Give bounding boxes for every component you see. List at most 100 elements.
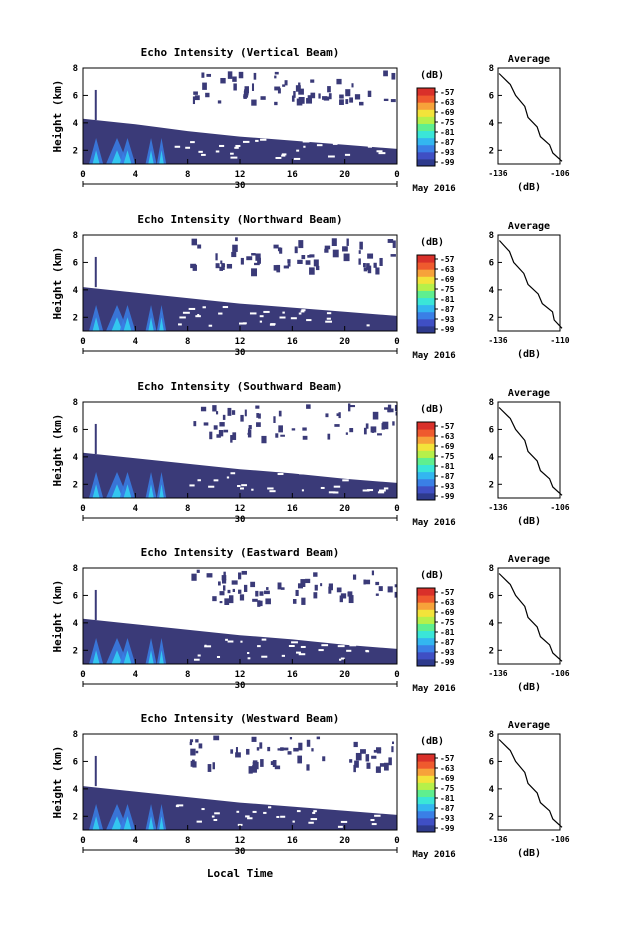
speckle bbox=[274, 101, 278, 106]
gap bbox=[259, 315, 264, 318]
gap bbox=[377, 491, 385, 494]
colorbar-segment bbox=[417, 789, 435, 798]
gap bbox=[201, 808, 205, 811]
x-tick-label: 4 bbox=[133, 504, 139, 514]
speckle bbox=[339, 99, 344, 105]
gap bbox=[374, 814, 381, 817]
colorbar-tick-label: -81 bbox=[440, 462, 455, 471]
speckle bbox=[293, 91, 296, 98]
gap bbox=[242, 140, 250, 143]
colorbar-segment bbox=[417, 262, 435, 270]
x-tick-label: 20 bbox=[339, 504, 350, 514]
speckle bbox=[313, 572, 318, 577]
speckle bbox=[232, 432, 237, 440]
gap bbox=[366, 489, 374, 492]
speckle bbox=[334, 424, 340, 427]
colorbar-tick-label: -99 bbox=[440, 824, 455, 833]
speckle bbox=[235, 237, 238, 242]
gap bbox=[263, 310, 270, 313]
gap bbox=[306, 319, 312, 322]
gap bbox=[344, 153, 351, 156]
x-tick-label: 20 bbox=[339, 170, 350, 180]
avg-title: Average bbox=[508, 720, 550, 731]
colorbar-segment bbox=[417, 137, 435, 146]
speckle bbox=[353, 741, 358, 748]
colorbar-segment bbox=[417, 130, 435, 139]
speckle bbox=[378, 586, 383, 592]
gap bbox=[300, 645, 306, 648]
speckle bbox=[252, 761, 259, 770]
x-tick-label: 0 bbox=[80, 504, 85, 514]
panel-title: Echo Intensity (Westward Beam) bbox=[141, 712, 340, 725]
gap bbox=[277, 473, 284, 476]
gap bbox=[281, 153, 287, 156]
x-tick-label: 4 bbox=[133, 170, 139, 180]
gap bbox=[240, 487, 244, 490]
gap bbox=[240, 640, 243, 643]
avg-y-tick-label: 2 bbox=[489, 146, 494, 156]
speckle bbox=[390, 99, 396, 103]
colorbar-segment bbox=[417, 464, 435, 473]
speckle bbox=[248, 428, 251, 433]
speckle bbox=[278, 410, 282, 417]
speckle bbox=[198, 743, 203, 749]
speckle bbox=[189, 741, 193, 746]
gap bbox=[193, 658, 200, 661]
gap bbox=[328, 491, 336, 494]
x-tick-label: 0 bbox=[80, 836, 85, 846]
speckle bbox=[251, 99, 257, 106]
speckle bbox=[394, 404, 397, 412]
day-label: 30 bbox=[235, 847, 246, 857]
gap bbox=[215, 150, 220, 153]
colorbar-tick-label: -99 bbox=[440, 325, 455, 334]
speckle bbox=[379, 257, 383, 266]
date-label: May 2016 bbox=[412, 518, 455, 528]
speckle bbox=[394, 591, 397, 598]
gap bbox=[290, 317, 297, 320]
speckle bbox=[359, 101, 364, 106]
gap bbox=[296, 149, 300, 152]
speckle bbox=[248, 425, 252, 430]
speckle bbox=[219, 591, 225, 596]
colorbar-segment bbox=[417, 123, 435, 132]
colorbar-tick-label: -93 bbox=[440, 648, 455, 657]
x-tick-label: 20 bbox=[339, 836, 350, 846]
gap bbox=[197, 654, 201, 657]
gap bbox=[370, 819, 375, 822]
heatmap-area bbox=[83, 735, 397, 830]
avg-x-label: (dB) bbox=[517, 516, 541, 527]
avg-x-label: (dB) bbox=[517, 182, 541, 193]
speckle bbox=[209, 431, 213, 440]
speckle bbox=[232, 588, 235, 593]
speckle bbox=[274, 75, 277, 79]
speckle bbox=[366, 762, 371, 769]
gap bbox=[267, 487, 274, 490]
echo-spike bbox=[94, 755, 97, 787]
speckle bbox=[221, 579, 227, 584]
gap bbox=[247, 652, 250, 655]
speckle bbox=[287, 751, 292, 755]
colorbar-tick-label: -75 bbox=[440, 784, 455, 793]
x-tick-label: 0 bbox=[394, 670, 399, 680]
colorbar-segment bbox=[417, 276, 435, 284]
colorbar-segment bbox=[417, 325, 435, 334]
date-label: May 2016 bbox=[412, 850, 455, 860]
speckle bbox=[307, 255, 312, 258]
colorbar-segment bbox=[417, 775, 435, 783]
gap bbox=[326, 317, 331, 320]
gap bbox=[249, 312, 257, 315]
x-tick-label: 16 bbox=[287, 504, 298, 514]
speckle bbox=[232, 244, 238, 252]
speckle bbox=[251, 736, 257, 742]
speckle bbox=[349, 97, 354, 103]
gap bbox=[182, 311, 190, 314]
y-axis-label: Height (km) bbox=[51, 80, 64, 153]
y-tick-label: 4 bbox=[73, 785, 79, 795]
gap bbox=[296, 810, 301, 813]
speckle bbox=[322, 756, 326, 762]
colorbar-segment bbox=[417, 478, 435, 487]
gap bbox=[325, 320, 333, 323]
speckle bbox=[291, 95, 295, 102]
gap bbox=[260, 138, 267, 141]
